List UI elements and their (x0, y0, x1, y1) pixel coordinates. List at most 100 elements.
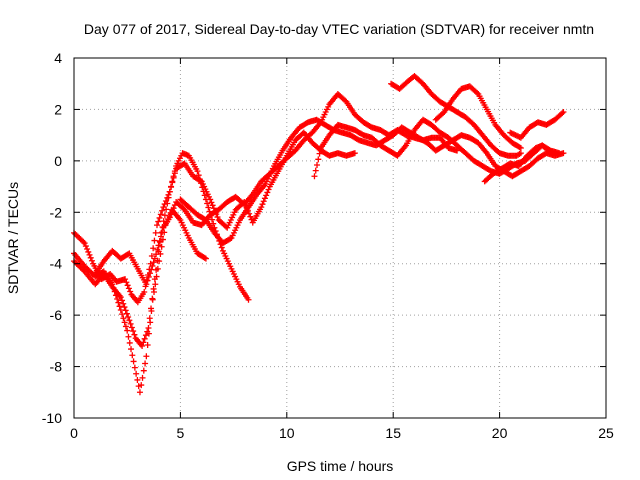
data-point (141, 335, 148, 342)
data-point (125, 333, 132, 340)
data-point (153, 222, 160, 229)
data-point (149, 262, 156, 269)
plot-frame (73, 57, 607, 419)
data-point (169, 179, 176, 186)
data-point (164, 200, 171, 207)
data-point (116, 303, 123, 310)
data-point (545, 147, 552, 154)
data-point (474, 89, 481, 96)
data-point (121, 304, 128, 311)
data-point (119, 297, 126, 304)
data-point (115, 299, 122, 306)
data-point (128, 324, 135, 331)
data-point (86, 251, 93, 258)
data-series (71, 150, 252, 306)
data-series (507, 109, 567, 141)
data-point (149, 295, 156, 302)
data-point (559, 110, 566, 117)
y-tick-label: 0 (54, 153, 62, 169)
data-point (227, 235, 234, 242)
x-tick-label: 25 (598, 425, 614, 441)
data-point (142, 332, 149, 339)
y-tick-label: -8 (50, 359, 63, 375)
data-point (169, 208, 176, 215)
data-point (260, 198, 267, 205)
data-point (84, 246, 91, 253)
data-series (432, 83, 524, 151)
data-point (150, 259, 157, 266)
data-point (144, 328, 151, 335)
data-point (152, 229, 159, 236)
data-point (139, 343, 146, 349)
data-point (128, 346, 135, 353)
data-point (157, 233, 164, 240)
y-tick-label: -2 (50, 204, 63, 220)
data-point (148, 305, 155, 312)
data-point (134, 376, 141, 383)
data-point (165, 194, 172, 201)
data-marks (71, 73, 567, 396)
y-tick-label: 4 (54, 50, 62, 66)
chart-title: Day 077 of 2017, Sidereal Day-to-day VTE… (84, 21, 594, 37)
data-point (517, 145, 524, 151)
data-point (126, 317, 133, 324)
data-point (144, 277, 151, 284)
x-tick-label: 5 (177, 425, 185, 441)
data-point (143, 281, 150, 288)
data-point (171, 170, 178, 177)
data-point (120, 315, 127, 322)
data-series (92, 91, 461, 288)
data-point (143, 353, 150, 360)
data-series (481, 142, 552, 185)
data-point (148, 266, 155, 273)
data-point (207, 196, 214, 203)
data-point (517, 150, 524, 157)
data-point (80, 267, 87, 274)
data-point (145, 273, 152, 280)
data-point (147, 270, 153, 277)
data-point (314, 161, 321, 168)
data-point (123, 279, 130, 286)
data-point (259, 201, 266, 208)
data-point (247, 213, 254, 220)
data-point (194, 168, 201, 175)
y-tick-label: 2 (54, 101, 62, 117)
data-point (151, 276, 158, 283)
data-point (122, 276, 129, 283)
data-point (133, 370, 140, 377)
x-tick-label: 10 (279, 425, 295, 441)
data-point (125, 313, 132, 320)
data-point (202, 255, 209, 262)
data-point (170, 205, 177, 212)
data-point (544, 146, 551, 153)
x-tick-label: 20 (492, 425, 508, 441)
data-point (156, 237, 163, 244)
y-tick-label: -4 (50, 256, 63, 272)
data-point (139, 374, 146, 381)
x-axis-label: GPS time / hours (287, 458, 394, 474)
data-point (159, 229, 166, 236)
data-point (312, 167, 319, 174)
data-point (258, 204, 265, 211)
data-point (155, 242, 162, 249)
data-point (138, 382, 145, 389)
data-point (151, 237, 158, 244)
data-point (158, 243, 165, 250)
data-point (161, 212, 168, 219)
data-point (124, 327, 131, 334)
data-point (141, 289, 148, 295)
data-point (516, 144, 523, 151)
data-point (144, 341, 151, 348)
data-point (131, 364, 138, 371)
data-point (261, 195, 268, 202)
data-point (142, 360, 149, 367)
data-series (71, 129, 358, 349)
data-point (140, 367, 147, 374)
data-point (155, 218, 162, 225)
data-point (263, 192, 270, 199)
data-point (166, 188, 173, 195)
data-point (556, 150, 563, 157)
data-point (154, 246, 161, 253)
data-point (316, 150, 323, 157)
